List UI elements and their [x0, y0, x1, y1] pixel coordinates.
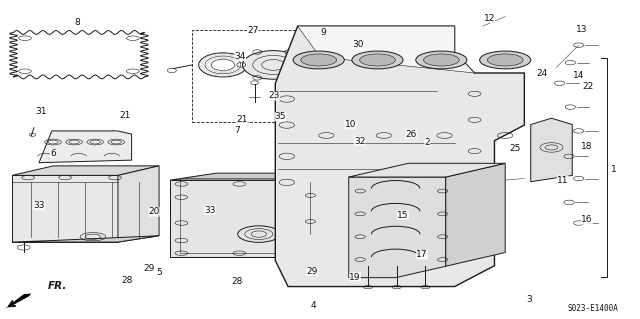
Polygon shape — [309, 173, 355, 257]
Ellipse shape — [360, 54, 396, 66]
Text: 25: 25 — [509, 144, 520, 153]
Text: 28: 28 — [122, 276, 133, 285]
Polygon shape — [531, 118, 572, 182]
Text: 30: 30 — [353, 40, 364, 49]
Ellipse shape — [416, 51, 467, 69]
Text: 18: 18 — [581, 142, 593, 151]
Polygon shape — [170, 173, 355, 180]
Text: FR.: FR. — [47, 281, 67, 291]
Text: 6: 6 — [50, 149, 56, 158]
Polygon shape — [12, 166, 159, 175]
Text: 16: 16 — [581, 215, 593, 224]
Text: 1: 1 — [611, 165, 616, 174]
Text: 19: 19 — [349, 272, 361, 281]
Text: 27: 27 — [247, 26, 259, 35]
Polygon shape — [349, 177, 445, 278]
Polygon shape — [170, 180, 309, 257]
Text: 8: 8 — [74, 19, 80, 27]
Ellipse shape — [301, 54, 337, 66]
Polygon shape — [12, 236, 159, 242]
Text: 9: 9 — [320, 28, 326, 37]
Text: 15: 15 — [397, 211, 409, 219]
Text: 33: 33 — [204, 206, 216, 215]
Bar — [179, 178, 313, 253]
Text: 22: 22 — [582, 82, 594, 91]
Text: 20: 20 — [148, 207, 159, 216]
Text: 29: 29 — [143, 263, 154, 273]
Text: 35: 35 — [275, 112, 286, 121]
Text: 21: 21 — [236, 115, 248, 124]
Polygon shape — [12, 175, 118, 242]
Text: 14: 14 — [573, 71, 584, 80]
Polygon shape — [298, 26, 474, 73]
Text: 29: 29 — [307, 267, 318, 276]
Text: 12: 12 — [484, 14, 495, 23]
Text: 24: 24 — [536, 69, 548, 78]
Text: 4: 4 — [311, 301, 316, 310]
Text: 5: 5 — [156, 268, 162, 277]
Text: 10: 10 — [345, 120, 356, 129]
Text: S023-E1400A: S023-E1400A — [568, 304, 619, 313]
Text: 31: 31 — [35, 108, 47, 116]
Polygon shape — [4, 293, 31, 309]
Text: 7: 7 — [234, 126, 240, 135]
Polygon shape — [39, 131, 132, 163]
Ellipse shape — [479, 51, 531, 69]
Polygon shape — [349, 163, 505, 177]
Ellipse shape — [243, 51, 304, 79]
Text: 33: 33 — [33, 201, 45, 210]
Text: 32: 32 — [354, 137, 365, 145]
Ellipse shape — [487, 54, 523, 66]
Text: 34: 34 — [234, 52, 246, 61]
Polygon shape — [445, 163, 505, 266]
Ellipse shape — [293, 51, 344, 69]
Text: 26: 26 — [406, 130, 417, 138]
Text: 28: 28 — [231, 277, 243, 286]
Text: 2: 2 — [424, 137, 430, 146]
Text: 23: 23 — [268, 92, 280, 100]
Text: 11: 11 — [557, 176, 568, 185]
Polygon shape — [118, 166, 159, 242]
Ellipse shape — [424, 54, 460, 66]
Text: 17: 17 — [417, 250, 428, 259]
Polygon shape — [275, 26, 524, 286]
Text: 3: 3 — [527, 295, 532, 304]
Text: 21: 21 — [120, 111, 131, 120]
Text: 13: 13 — [576, 25, 588, 34]
Ellipse shape — [352, 51, 403, 69]
Bar — [192, 30, 317, 122]
